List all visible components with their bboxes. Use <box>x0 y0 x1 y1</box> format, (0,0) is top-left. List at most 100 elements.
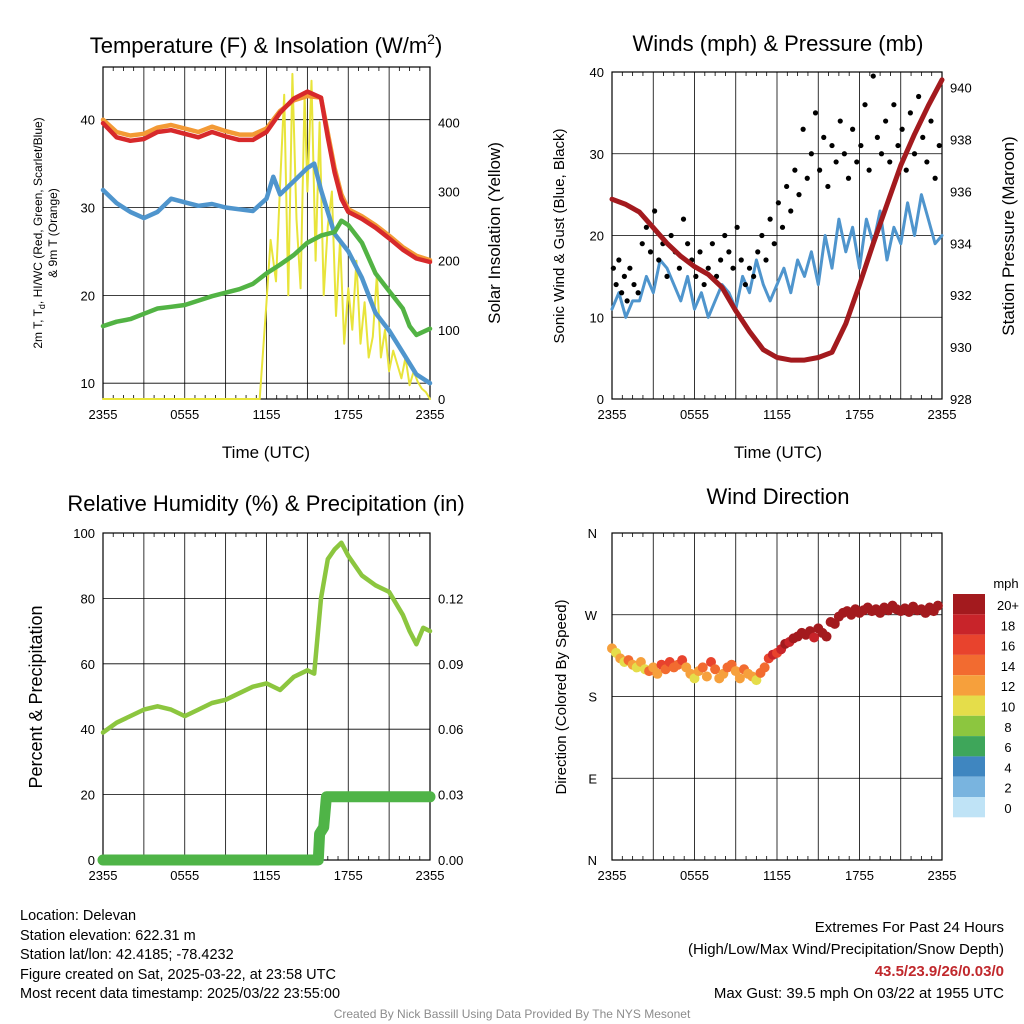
dir-point <box>932 600 943 611</box>
temp-ylabel-left-1: 2m T, Td, HI/WC (Red, Green, Scarlet/Blu… <box>31 117 47 348</box>
dir-point <box>652 668 663 679</box>
wind-gust-point <box>763 257 769 263</box>
dir-point <box>677 655 688 666</box>
wind-gust-point <box>726 249 732 255</box>
rh-ytick-left: 80 <box>81 591 95 606</box>
rh-ytick-left: 100 <box>73 526 95 541</box>
max-gust: Max Gust: 39.5 mph On 03/22 at 1955 UTC <box>713 985 1004 1002</box>
dir-ytick-label: W <box>585 608 598 623</box>
wind-ytick-left: 20 <box>590 229 604 244</box>
wind-gust-point <box>866 167 872 173</box>
wind-ytick-right: 930 <box>950 340 972 355</box>
wind-gust-point <box>613 281 619 288</box>
temp-xtick-label: 2355 <box>89 407 118 422</box>
legend-swatch <box>953 797 985 818</box>
wind-gust-point <box>693 273 699 279</box>
wind-gust-point <box>784 183 790 190</box>
rh-xtick-label: 1155 <box>253 868 281 883</box>
dir-xtick-label: 2355 <box>598 868 627 883</box>
figure-created: Figure created on Sat, 2025-03-22, at 23… <box>20 966 336 983</box>
wind-gust-point <box>742 281 748 288</box>
wind-gust-point <box>899 126 905 132</box>
wind-gust-point <box>854 159 860 165</box>
wind-gust-point <box>870 73 876 79</box>
dir-point <box>734 673 745 684</box>
wind-ylabel-right: Station Pressure (Maroon) <box>999 136 1018 335</box>
wind-gust-point <box>652 208 658 214</box>
wind-gust-point <box>775 200 781 206</box>
rh-ytick-right: 0.03 <box>438 788 463 803</box>
dir-point <box>635 656 646 667</box>
wind-gust-point <box>619 290 625 296</box>
wind-gust-point <box>685 241 691 247</box>
recent-timestamp: Most recent data timestamp: 2025/03/22 2… <box>20 986 341 1002</box>
legend-swatch <box>953 634 985 655</box>
wind-gust-point <box>701 281 707 288</box>
rh-xtick-label: 0555 <box>170 868 199 883</box>
dir-title: Wind Direction <box>706 484 849 509</box>
rh-title: Relative Humidity (%) & Precipitation (i… <box>67 491 464 516</box>
wind-gust-point <box>916 93 922 100</box>
wind-gust-point <box>862 102 868 108</box>
legend-title: mph <box>993 576 1018 591</box>
dir-xtick-label: 0555 <box>680 868 709 883</box>
wind-gust-point <box>841 151 847 157</box>
wind-xtick-label: 2355 <box>928 407 957 422</box>
wind-gust-point <box>656 257 662 263</box>
dir-ytick-label: E <box>588 771 597 786</box>
wind-gust-point <box>643 224 649 230</box>
wind-gust-point <box>755 249 761 255</box>
legend-label: 10 <box>1001 700 1015 715</box>
temp-ytick-right: 400 <box>438 115 460 130</box>
wind-xtick-label: 1755 <box>845 407 874 422</box>
wind-gust-point <box>808 151 814 157</box>
dir-point <box>809 632 820 643</box>
dir-point <box>751 675 762 686</box>
legend-swatch <box>953 695 985 716</box>
station-latlon: Station lat/lon: 42.4185; -78.4232 <box>20 947 234 963</box>
temp-xtick-label: 2355 <box>416 407 445 422</box>
legend-label: 0 <box>1004 801 1011 816</box>
temp-ytick-left: 10 <box>81 376 95 391</box>
wind-gust-point <box>616 257 622 263</box>
wind-ytick-right: 934 <box>950 236 972 251</box>
wind-series-0 <box>610 193 944 319</box>
wind-title: Winds (mph) & Pressure (mb) <box>633 31 924 56</box>
wind-ytick-right: 938 <box>950 132 972 147</box>
wind-gust-point <box>825 183 831 190</box>
rh-ytick-left: 40 <box>81 722 95 737</box>
dir-point <box>821 631 832 642</box>
wind-gust-point <box>883 118 889 124</box>
wind-gust-point <box>767 216 773 222</box>
wind-gust-point <box>850 126 856 132</box>
rh-xtick-label: 1755 <box>334 868 363 883</box>
wind-gust-point <box>804 175 810 181</box>
dir-point <box>829 618 840 629</box>
legend-label: 8 <box>1004 720 1011 735</box>
wind-ytick-left: 10 <box>590 310 604 325</box>
rh-ytick-left: 0 <box>88 853 95 868</box>
temp-xtick-label: 1755 <box>334 407 363 422</box>
wind-gust-point <box>821 134 827 140</box>
legend-swatch <box>953 715 985 737</box>
station-elevation: Station elevation: 622.31 m <box>20 927 196 944</box>
dir-frame <box>611 532 943 861</box>
wind-gust-point <box>837 118 843 124</box>
dir-point <box>689 673 700 684</box>
wind-gust-point <box>817 167 823 173</box>
rh-ytick-left: 20 <box>81 788 95 803</box>
wind-gust-point <box>788 208 794 214</box>
wind-gust-point <box>621 273 627 279</box>
credit-line: Created By Nick Bassill Using Data Provi… <box>333 1007 691 1021</box>
wind-gust-point <box>730 265 736 271</box>
temp-xtick-label: 1155 <box>253 407 281 422</box>
legend-label: 12 <box>1001 679 1015 694</box>
wind-gust-point <box>829 142 835 149</box>
dir-point <box>730 666 741 677</box>
rh-ytick-right: 0.00 <box>438 853 463 868</box>
legend-label: 14 <box>1001 659 1015 674</box>
wind-gust-point <box>779 224 786 230</box>
rh-ytick-right: 0.06 <box>438 722 463 737</box>
legend-swatch <box>953 776 985 797</box>
dir-point <box>697 662 708 673</box>
